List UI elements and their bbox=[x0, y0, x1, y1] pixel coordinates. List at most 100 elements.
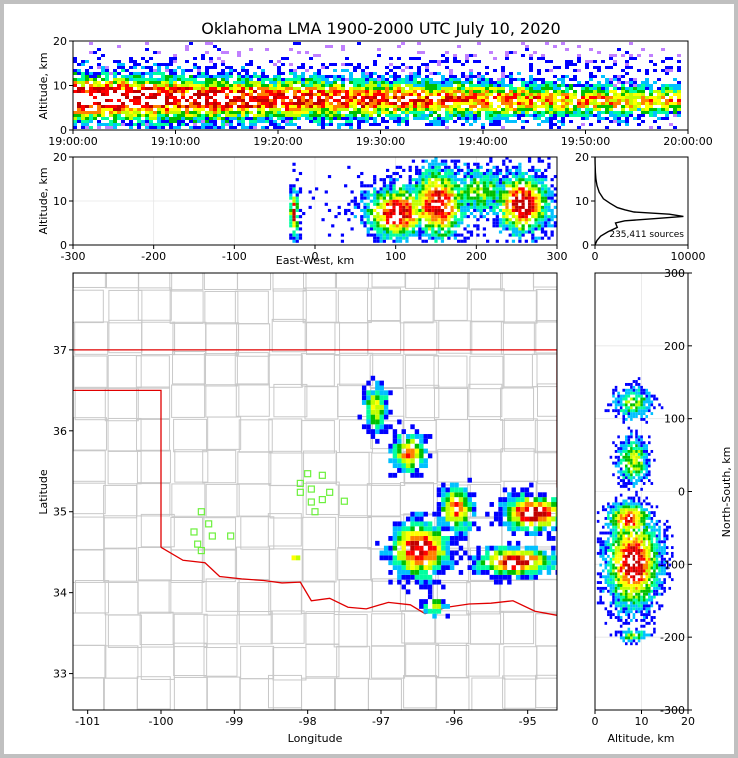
density-cell bbox=[609, 99, 613, 102]
density-cell bbox=[297, 105, 301, 108]
density-cell bbox=[498, 178, 503, 182]
density-cell bbox=[561, 102, 565, 105]
density-cell bbox=[473, 205, 477, 209]
density-cell bbox=[161, 123, 165, 126]
density-cell bbox=[93, 51, 97, 54]
density-cell bbox=[261, 96, 265, 99]
density-cell bbox=[511, 545, 516, 551]
density-cell bbox=[509, 72, 513, 75]
density-cell bbox=[476, 560, 481, 566]
density-cell bbox=[482, 184, 487, 188]
density-cell bbox=[379, 550, 384, 556]
density-cell bbox=[534, 178, 538, 182]
density-cell bbox=[669, 90, 673, 93]
density-cell bbox=[165, 78, 169, 81]
density-cell bbox=[345, 69, 349, 72]
county-outline bbox=[237, 451, 272, 485]
density-cell bbox=[473, 202, 477, 206]
density-cell bbox=[313, 75, 317, 78]
density-cell bbox=[489, 81, 493, 84]
county-outline bbox=[235, 383, 270, 417]
density-cell bbox=[409, 99, 413, 102]
county-outline bbox=[135, 355, 170, 389]
density-cell bbox=[366, 233, 370, 237]
density-cell bbox=[609, 511, 613, 515]
density-cell bbox=[97, 120, 101, 123]
density-cell bbox=[481, 87, 485, 90]
density-cell bbox=[205, 51, 209, 54]
density-cell bbox=[456, 218, 461, 222]
lma-station-marker bbox=[296, 488, 304, 496]
density-cell bbox=[181, 78, 185, 81]
density-cell bbox=[604, 621, 608, 625]
density-cell bbox=[456, 193, 461, 197]
density-cell bbox=[392, 239, 396, 243]
density-cell bbox=[502, 569, 508, 575]
density-cell bbox=[645, 108, 649, 111]
density-cell bbox=[557, 126, 561, 129]
density-cell bbox=[397, 463, 402, 469]
plan-view-xtick-label: -97 bbox=[372, 715, 390, 728]
density-cell bbox=[313, 120, 317, 123]
density-cell bbox=[165, 75, 169, 78]
density-cell bbox=[546, 511, 552, 517]
density-cell bbox=[607, 531, 610, 535]
density-cell bbox=[333, 78, 337, 81]
county-outline bbox=[138, 273, 173, 291]
density-cell bbox=[324, 202, 328, 206]
density-cell bbox=[453, 60, 457, 63]
density-cell bbox=[418, 196, 422, 200]
density-cell bbox=[545, 111, 549, 114]
lma-station-marker bbox=[326, 488, 334, 496]
density-cell bbox=[392, 196, 396, 200]
density-cell bbox=[145, 66, 149, 69]
density-cell bbox=[617, 566, 620, 570]
density-cell bbox=[441, 565, 446, 570]
density-cell bbox=[614, 388, 618, 392]
density-cell bbox=[97, 87, 101, 90]
density-cell bbox=[447, 181, 451, 185]
density-cell bbox=[489, 208, 493, 212]
density-cell bbox=[521, 199, 525, 203]
density-cell bbox=[493, 111, 497, 114]
density-cell bbox=[237, 105, 241, 108]
density-cell bbox=[653, 111, 657, 114]
density-cell bbox=[518, 168, 522, 172]
density-cell bbox=[405, 516, 411, 522]
density-cell bbox=[531, 224, 535, 228]
density-cell bbox=[398, 165, 403, 169]
density-cell bbox=[546, 521, 552, 527]
density-cell bbox=[292, 230, 296, 234]
density-cell bbox=[411, 184, 416, 188]
density-cell bbox=[401, 560, 406, 566]
density-cell bbox=[476, 526, 481, 532]
density-cell bbox=[273, 87, 277, 90]
density-cell bbox=[365, 120, 369, 123]
density-cell bbox=[382, 215, 386, 219]
county-outline bbox=[305, 481, 340, 515]
density-cell bbox=[505, 84, 509, 87]
density-cell bbox=[185, 87, 189, 90]
density-cell bbox=[507, 506, 512, 512]
density-cell bbox=[527, 184, 532, 188]
density-cell bbox=[645, 87, 649, 90]
density-cell bbox=[337, 75, 341, 78]
density-cell bbox=[415, 184, 419, 188]
density-cell bbox=[357, 120, 361, 123]
density-cell bbox=[453, 212, 457, 216]
density-cell bbox=[157, 81, 161, 84]
density-cell bbox=[197, 111, 201, 114]
density-cell bbox=[493, 117, 497, 120]
density-cell bbox=[245, 126, 249, 129]
density-cell bbox=[431, 224, 435, 228]
density-cell bbox=[392, 448, 398, 454]
density-cell bbox=[237, 84, 241, 87]
density-cell bbox=[461, 63, 465, 66]
density-cell bbox=[498, 545, 503, 551]
density-cell bbox=[637, 54, 641, 57]
density-cell bbox=[253, 72, 257, 75]
density-cell bbox=[73, 114, 77, 117]
density-cell bbox=[460, 221, 464, 225]
density-cell bbox=[225, 51, 229, 54]
density-cell bbox=[377, 78, 381, 81]
